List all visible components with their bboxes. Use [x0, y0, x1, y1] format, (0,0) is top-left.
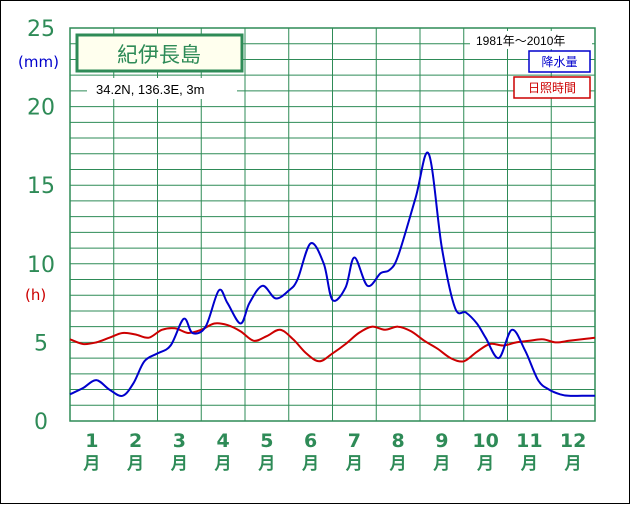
- y-tick-label: 15: [27, 174, 55, 199]
- month-number: 5: [260, 430, 273, 452]
- month-number: 11: [516, 430, 542, 452]
- legend-precipitation: [528, 50, 591, 73]
- sunshine-line: [69, 322, 596, 363]
- month-unit: 月: [170, 454, 188, 474]
- y-tick-labels: 0 5 10 15 20 25: [27, 17, 55, 435]
- precip-unit-label: (mm): [18, 53, 59, 71]
- month-unit: 月: [214, 454, 232, 474]
- station-name: 紀伊長島: [117, 43, 201, 67]
- month-number: 4: [217, 430, 230, 452]
- month-unit: 月: [345, 454, 363, 474]
- station-coords: 34.2N, 136.3E, 3m: [96, 82, 204, 97]
- month-number: 2: [129, 430, 142, 452]
- legend-precipitation-label: 降水量: [541, 55, 577, 69]
- series-lines: [69, 151, 596, 397]
- month-number: 1: [85, 430, 98, 452]
- period-label: 1981年〜2010年: [476, 34, 565, 48]
- month-unit: 月: [476, 454, 494, 474]
- period-bg: [470, 31, 592, 49]
- legend-sunshine-label: 日照時間: [528, 81, 576, 95]
- month-number: 7: [348, 430, 361, 452]
- legend-sunshine: [513, 76, 591, 99]
- month-number: 12: [560, 430, 586, 452]
- month-number: 10: [472, 430, 498, 452]
- month-number: 9: [435, 430, 448, 452]
- month-unit: 月: [82, 454, 100, 474]
- month-number: 8: [392, 430, 405, 452]
- month-number: 3: [173, 430, 186, 452]
- precipitation-line: [69, 151, 595, 397]
- coords-bg: [87, 78, 237, 99]
- month-unit: 月: [564, 454, 582, 474]
- month-unit: 月: [257, 454, 275, 474]
- y-tick-label: 25: [27, 17, 55, 42]
- sunshine-unit-label: (h): [25, 286, 46, 304]
- month-unit: 月: [126, 454, 144, 474]
- month-unit: 月: [301, 454, 319, 474]
- month-unit: 月: [432, 454, 450, 474]
- y-tick-label: 0: [34, 410, 48, 435]
- y-tick-label: 10: [27, 253, 55, 278]
- month-unit: 月: [520, 454, 538, 474]
- month-unit: 月: [389, 454, 407, 474]
- y-tick-label: 5: [34, 331, 48, 356]
- month-number: 6: [304, 430, 317, 452]
- station-name-box: [75, 33, 244, 73]
- y-tick-label: 20: [27, 96, 55, 121]
